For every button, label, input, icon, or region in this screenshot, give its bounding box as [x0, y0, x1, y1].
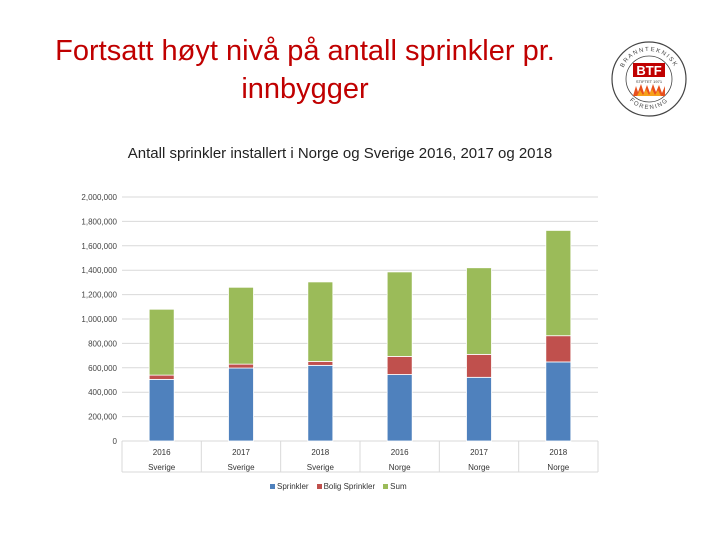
legend-swatch	[270, 484, 275, 489]
bar-segment	[386, 374, 413, 442]
x-group-label: Sverige	[148, 463, 176, 472]
bar-segment	[466, 376, 492, 442]
x-group-label: Sverige	[307, 463, 335, 472]
legend-item-bolig-sprinkler: Bolig Sprinkler	[316, 482, 376, 491]
bar-segment	[307, 361, 334, 366]
y-tick-label: 400,000	[88, 388, 117, 397]
y-tick-label: 800,000	[88, 339, 117, 348]
bar-segment	[148, 308, 175, 376]
bar-segment	[228, 286, 254, 365]
x-group-label: Norge	[468, 463, 490, 472]
legend-swatch	[316, 484, 322, 489]
legend-label: Bolig Sprinkler	[323, 482, 376, 491]
logo-year: STIFTET 1971	[636, 79, 663, 84]
x-category-label: 2016	[153, 448, 171, 457]
chart-title: Antall sprinkler installert i Norge og S…	[127, 145, 553, 162]
legend-item-sprinkler: Sprinkler	[270, 482, 309, 491]
x-category-label: 2018	[311, 448, 329, 457]
y-tick-label: 0	[113, 437, 118, 446]
btf-logo: BRANNTEKNISK FORENING BTF STIFTET 1971	[611, 41, 687, 117]
legend-swatch	[383, 484, 389, 489]
y-tick-label: 1,600,000	[81, 242, 117, 251]
slide-title: Fortsatt høyt nivå på antall sprinkler p…	[55, 35, 555, 105]
bar-segment	[307, 364, 334, 442]
y-tick-label: 1,400,000	[81, 266, 117, 275]
bar-segment	[386, 271, 413, 357]
legend-label: Sprinkler	[277, 482, 309, 491]
y-tick-label: 600,000	[88, 364, 117, 373]
x-category-label: 2017	[232, 448, 250, 457]
legend-item-sum: Sum	[383, 482, 407, 491]
x-category-label: 2018	[549, 448, 567, 457]
bar-segment	[466, 353, 492, 378]
bar-segment	[307, 281, 334, 362]
x-group-label: Norge	[547, 463, 569, 472]
bar-segment	[148, 378, 175, 442]
bar-segment	[545, 361, 572, 442]
bar-segment	[386, 356, 413, 375]
y-tick-label: 1,800,000	[81, 217, 117, 226]
bar-segment	[228, 363, 254, 369]
bar-segment	[228, 367, 254, 442]
flame-inner-icon	[637, 89, 661, 96]
y-tick-label: 2,000,000	[81, 193, 117, 202]
x-group-label: Norge	[389, 463, 411, 472]
bar-segment	[545, 230, 572, 337]
chart-legend: Sprinkler Bolig Sprinkler Sum	[270, 482, 407, 491]
x-category-label: 2016	[391, 448, 409, 457]
y-tick-label: 1,000,000	[81, 315, 117, 324]
bar-segment	[148, 374, 175, 380]
logo-text: BTF	[636, 63, 661, 78]
bar-segment	[466, 267, 492, 355]
bar-segment	[545, 335, 572, 363]
x-group-label: Sverige	[227, 463, 255, 472]
y-tick-label: 1,200,000	[81, 291, 117, 300]
x-category-label: 2017	[470, 448, 488, 457]
legend-label: Sum	[390, 482, 407, 491]
y-tick-label: 200,000	[88, 413, 117, 422]
